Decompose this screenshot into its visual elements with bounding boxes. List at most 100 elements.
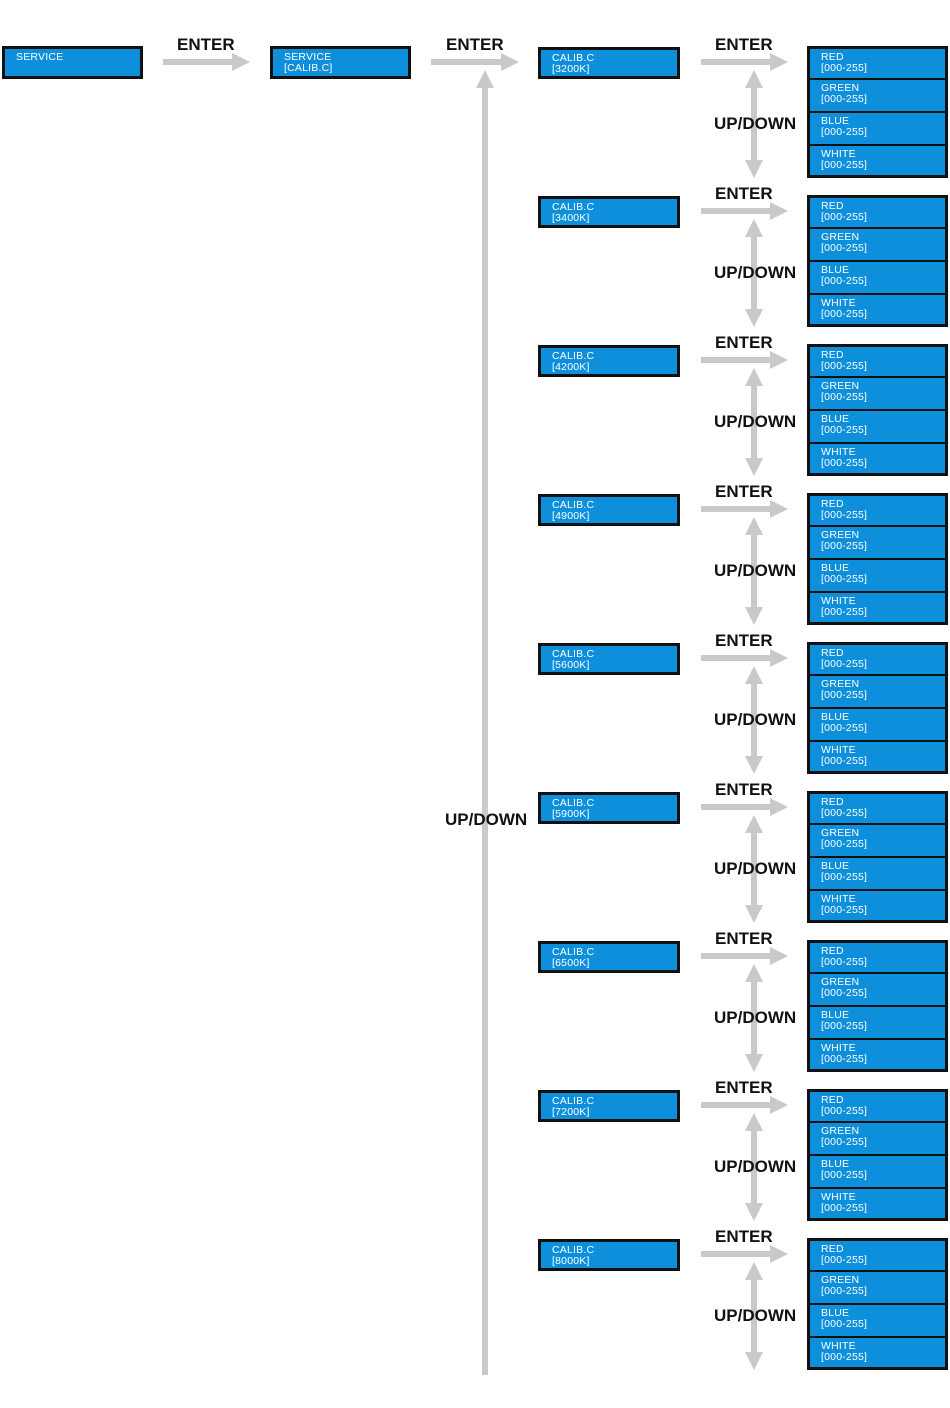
enter-arrow-3: [701, 500, 788, 518]
channel-range: [000-255]: [821, 509, 868, 521]
channel-display-white: WHITE [000-255]: [807, 1039, 948, 1072]
channel-range: [000-255]: [821, 956, 868, 968]
channel-display-green: GREEN [000-255]: [807, 79, 948, 112]
channel-range: [000-255]: [821, 211, 868, 223]
calib-display-title: CALIB.C: [552, 201, 595, 213]
enter-label-3: ENTER: [715, 482, 773, 501]
channel-name: RED: [821, 945, 844, 957]
channel-name: RED: [821, 1243, 844, 1255]
updown-label-6: UP/DOWN: [714, 1008, 797, 1027]
channel-name: WHITE: [821, 595, 856, 607]
channel-range: [000-255]: [821, 159, 868, 171]
channel-range: [000-255]: [821, 722, 868, 734]
channel-name: BLUE: [821, 413, 850, 425]
updown-arrow-3: [745, 517, 763, 625]
updown-label-1: UP/DOWN: [714, 263, 797, 282]
updown-label-4: UP/DOWN: [714, 710, 797, 729]
channel-range: [000-255]: [821, 1285, 868, 1297]
updown-arrow-6: [745, 964, 763, 1072]
calib-display-temperature: [5900K]: [552, 808, 590, 820]
channel-range: [000-255]: [821, 540, 868, 552]
channel-range: [000-255]: [821, 1254, 868, 1266]
channel-display-red: RED [000-255]: [807, 46, 948, 79]
enter-arrow-4: [701, 649, 788, 667]
channel-display-blue: BLUE [000-255]: [807, 1006, 948, 1039]
channel-display-green: GREEN [000-255]: [807, 675, 948, 708]
calib-display-0: CALIB.C [3200K]: [538, 47, 680, 79]
channel-name: GREEN: [821, 1274, 860, 1286]
calib-display-5: CALIB.C [5900K]: [538, 792, 680, 824]
channel-name: RED: [821, 498, 844, 510]
service-display: SERVICE: [2, 46, 143, 79]
enter-label-4: ENTER: [715, 631, 773, 650]
channel-name: GREEN: [821, 529, 860, 541]
channel-name: GREEN: [821, 678, 860, 690]
calib-display-title: CALIB.C: [552, 499, 595, 511]
channel-name: WHITE: [821, 744, 856, 756]
channel-display-white: WHITE [000-255]: [807, 1188, 948, 1221]
calib-display-temperature: [7200K]: [552, 1106, 590, 1118]
calib-display-temperature: [8000K]: [552, 1255, 590, 1267]
enter-arrow-2: [701, 351, 788, 369]
channel-name: WHITE: [821, 297, 856, 309]
channel-display-red: RED [000-255]: [807, 791, 948, 824]
updown-label-0: UP/DOWN: [714, 114, 797, 133]
channel-name: GREEN: [821, 82, 860, 94]
channel-name: BLUE: [821, 1158, 850, 1170]
channel-display-blue: BLUE [000-255]: [807, 559, 948, 592]
service-calib-display: SERVICE [CALIB.C]: [270, 46, 411, 79]
service-display-line1: SERVICE: [16, 51, 64, 63]
calib-display-temperature: [4200K]: [552, 361, 590, 373]
channel-name: RED: [821, 51, 844, 63]
channel-name: WHITE: [821, 148, 856, 160]
channel-display-white: WHITE [000-255]: [807, 443, 948, 476]
channel-display-white: WHITE [000-255]: [807, 294, 948, 327]
enter-arrow-5: [701, 798, 788, 816]
calib-display-temperature: [3200K]: [552, 63, 590, 75]
updown-arrow-1: [745, 219, 763, 327]
enter-label-1: ENTER: [715, 184, 773, 203]
channel-range: [000-255]: [821, 1020, 868, 1032]
channel-range: [000-255]: [821, 424, 868, 436]
enter-arrow-service: [163, 53, 250, 71]
enter-label-6: ENTER: [715, 929, 773, 948]
channel-display-green: GREEN [000-255]: [807, 377, 948, 410]
channel-display-blue: BLUE [000-255]: [807, 112, 948, 145]
calib-display-4: CALIB.C [5600K]: [538, 643, 680, 675]
channel-name: GREEN: [821, 380, 860, 392]
enter-arrow-calib: [431, 53, 519, 71]
calib-display-title: CALIB.C: [552, 1244, 595, 1256]
service-calib-display-line2: [CALIB.C]: [284, 62, 333, 74]
updown-arrow-0: [745, 70, 763, 178]
channel-range: [000-255]: [821, 1105, 868, 1117]
calib-display-title: CALIB.C: [552, 946, 595, 958]
calib-display-title: CALIB.C: [552, 648, 595, 660]
channel-range: [000-255]: [821, 275, 868, 287]
channel-name: GREEN: [821, 1125, 860, 1137]
channel-display-white: WHITE [000-255]: [807, 890, 948, 923]
channel-range: [000-255]: [821, 308, 868, 320]
channel-display-blue: BLUE [000-255]: [807, 410, 948, 443]
channel-name: RED: [821, 349, 844, 361]
channel-display-blue: BLUE [000-255]: [807, 1155, 948, 1188]
channel-display-green: GREEN [000-255]: [807, 526, 948, 559]
channel-name: WHITE: [821, 893, 856, 905]
channel-display-blue: BLUE [000-255]: [807, 857, 948, 890]
channel-range: [000-255]: [821, 391, 868, 403]
calib-display-7: CALIB.C [7200K]: [538, 1090, 680, 1122]
channel-name: WHITE: [821, 446, 856, 458]
channel-range: [000-255]: [821, 93, 868, 105]
enter-label-calib: ENTER: [446, 35, 504, 54]
channel-display-white: WHITE [000-255]: [807, 145, 948, 178]
channel-display-red: RED [000-255]: [807, 940, 948, 973]
channel-range: [000-255]: [821, 689, 868, 701]
enter-label-service: ENTER: [177, 35, 235, 54]
calib-display-temperature: [3400K]: [552, 212, 590, 224]
channel-range: [000-255]: [821, 807, 868, 819]
updown-arrow-2: [745, 368, 763, 476]
updown-arrow-main: [476, 70, 494, 1375]
enter-label-2: ENTER: [715, 333, 773, 352]
channel-range: [000-255]: [821, 658, 868, 670]
